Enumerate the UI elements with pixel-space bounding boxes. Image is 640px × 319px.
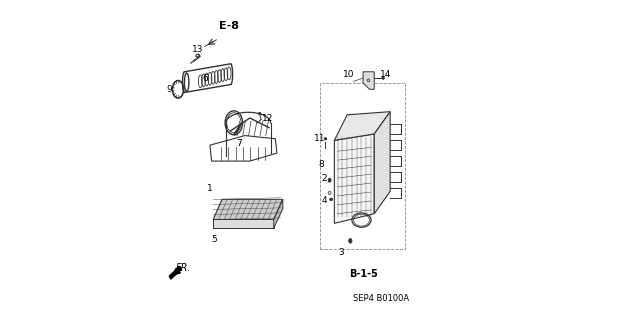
Ellipse shape xyxy=(349,239,352,243)
Text: 13: 13 xyxy=(193,45,204,54)
Ellipse shape xyxy=(328,178,331,182)
Ellipse shape xyxy=(324,138,326,140)
Ellipse shape xyxy=(259,113,261,115)
Text: 1: 1 xyxy=(207,184,213,193)
Text: 3: 3 xyxy=(338,248,344,256)
Text: SEP4 B0100A: SEP4 B0100A xyxy=(353,294,410,303)
Text: 12: 12 xyxy=(262,114,273,122)
Text: 5: 5 xyxy=(211,235,217,244)
Text: 14: 14 xyxy=(380,70,391,79)
Text: 9: 9 xyxy=(166,85,172,94)
Polygon shape xyxy=(334,134,374,223)
Polygon shape xyxy=(274,199,283,228)
Text: 6: 6 xyxy=(202,74,208,83)
Text: E-8: E-8 xyxy=(219,20,239,31)
Text: 8: 8 xyxy=(319,160,324,169)
Polygon shape xyxy=(363,72,374,89)
Polygon shape xyxy=(374,112,390,214)
Polygon shape xyxy=(334,112,390,140)
Ellipse shape xyxy=(330,198,333,201)
Text: B-1-5: B-1-5 xyxy=(349,269,378,279)
Polygon shape xyxy=(213,199,283,219)
Ellipse shape xyxy=(382,77,384,79)
Text: 7: 7 xyxy=(236,139,241,148)
Polygon shape xyxy=(170,266,181,279)
Text: 10: 10 xyxy=(343,70,355,79)
Bar xyxy=(213,219,274,228)
Text: 2: 2 xyxy=(322,174,327,183)
Text: FR.: FR. xyxy=(176,263,191,273)
Text: 11: 11 xyxy=(314,134,325,143)
Bar xyxy=(320,83,404,249)
Text: 4: 4 xyxy=(322,197,327,205)
